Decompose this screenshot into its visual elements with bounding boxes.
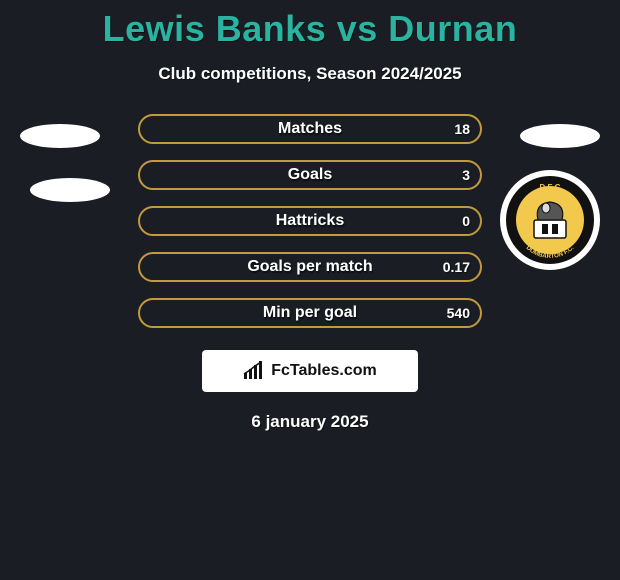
brand-attribution: FcTables.com — [202, 350, 418, 392]
svg-text:D F C: D F C — [540, 183, 561, 192]
subtitle: Club competitions, Season 2024/2025 — [0, 64, 620, 84]
stat-value-right: 540 — [447, 298, 470, 328]
player-left-photo-placeholder-1 — [20, 124, 100, 148]
brand-text: FcTables.com — [271, 362, 377, 380]
player-left-photo-placeholder-2 — [30, 178, 110, 202]
stat-value-right: 3 — [462, 160, 470, 190]
stat-row: Goals3 — [138, 160, 482, 190]
date-line: 6 january 2025 — [0, 412, 620, 432]
stat-label: Min per goal — [138, 298, 482, 328]
stat-value-right: 18 — [454, 114, 470, 144]
player-right-photo-placeholder — [520, 124, 600, 148]
stat-value-right: 0 — [462, 206, 470, 236]
stat-label: Matches — [138, 114, 482, 144]
page-title: Lewis Banks vs Durnan — [0, 0, 620, 50]
stat-row: Goals per match0.17 — [138, 252, 482, 282]
stat-row: Hattricks0 — [138, 206, 482, 236]
stat-value-right: 0.17 — [443, 252, 470, 282]
stat-label: Goals per match — [138, 252, 482, 282]
stat-label: Goals — [138, 160, 482, 190]
club-badge: D F C DUMBARTON F.C. — [500, 170, 600, 270]
club-crest-icon: D F C DUMBARTON F.C. — [504, 174, 596, 266]
stat-row: Matches18 — [138, 114, 482, 144]
bar-chart-icon — [243, 360, 265, 382]
stat-row: Min per goal540 — [138, 298, 482, 328]
stat-label: Hattricks — [138, 206, 482, 236]
